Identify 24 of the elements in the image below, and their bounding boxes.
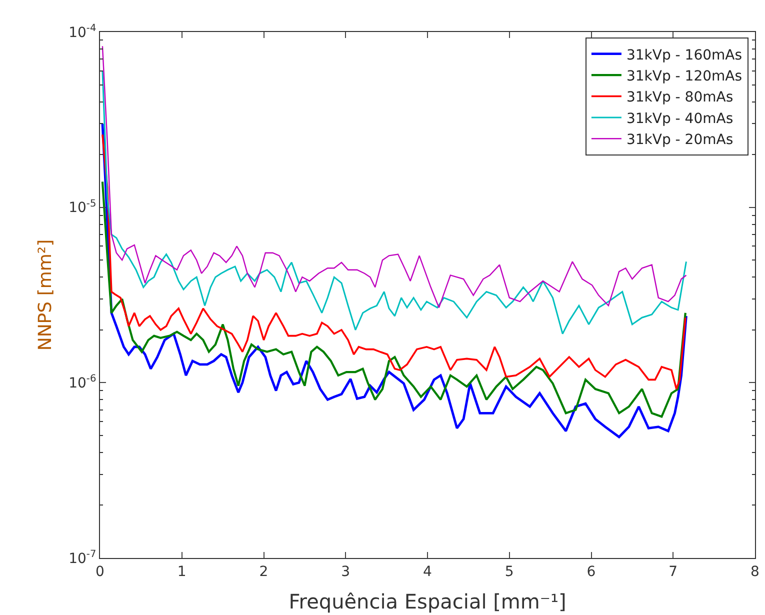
y-tick-label: 10$^{-7}$ (68, 549, 96, 567)
y-tick-label: 10$^{-6}$ (68, 374, 96, 392)
legend-label: 31kVp - 160mAs (626, 47, 742, 64)
legend-label: 31kVp - 40mAs (626, 110, 734, 127)
legend-label: 31kVp - 20mAs (626, 132, 734, 148)
x-tick-label: 3 (341, 564, 350, 580)
y-tick-label: 10$^{-4}$ (68, 23, 96, 41)
x-tick-label: 0 (96, 564, 104, 580)
y-tick-label: 10$^{-5}$ (68, 198, 96, 216)
x-tick-label: 7 (668, 564, 678, 580)
y-axis-title: NNPS [mm²] (34, 239, 56, 351)
line-series (102, 46, 687, 308)
legend-label: 31kVp - 80mAs (626, 90, 734, 106)
x-axis-title: Frequência Espacial [mm⁻¹] (288, 589, 566, 614)
x-tick-label: 5 (504, 564, 514, 580)
x-tick-label: 6 (586, 564, 596, 580)
x-tick-label: 1 (177, 564, 186, 580)
line-series (102, 134, 686, 390)
line-series (101, 180, 686, 418)
legend-label: 31kVp - 120mAs (626, 68, 742, 85)
x-tick-label: 4 (423, 564, 432, 580)
x-tick-label: 8 (750, 564, 760, 580)
line-series (102, 70, 687, 335)
x-tick-label: 2 (259, 564, 268, 580)
